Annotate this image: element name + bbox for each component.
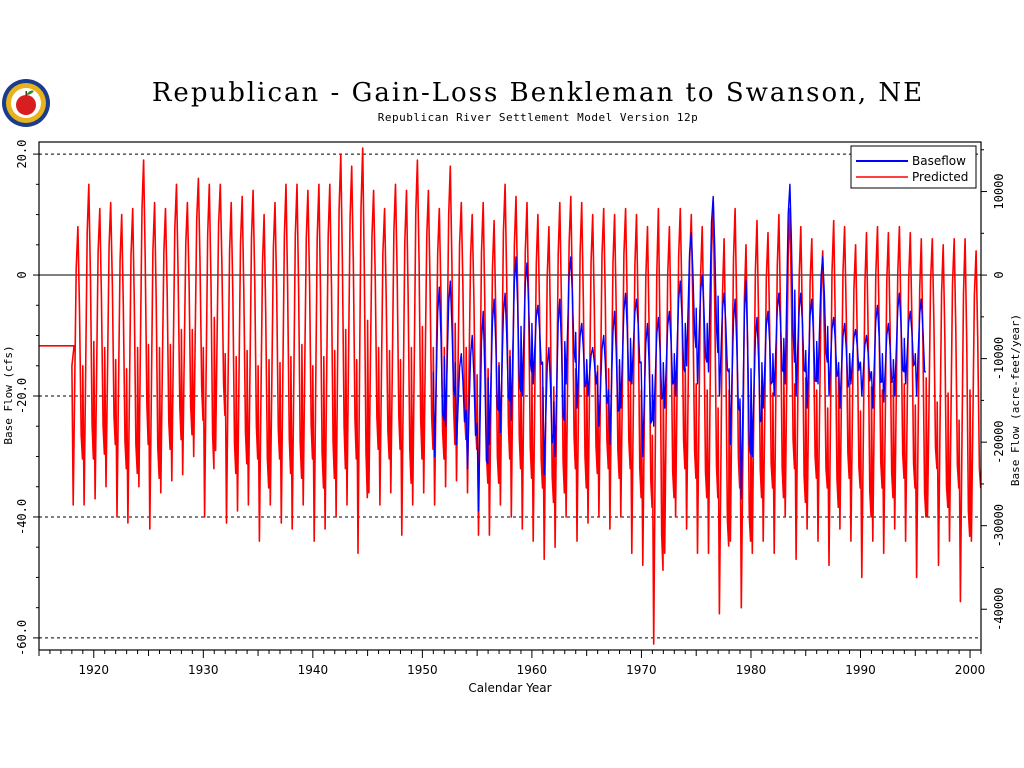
x-tick-label: 1960 — [517, 663, 548, 677]
x-tick-label: 1980 — [736, 663, 767, 677]
x-tick-label: 1970 — [626, 663, 657, 677]
y-tick-label: 0 — [15, 271, 29, 278]
x-axis-title: Calendar Year — [468, 681, 551, 695]
y2-tick-label: -40000 — [992, 588, 1006, 631]
y-tick-label: -20.0 — [15, 378, 29, 414]
y2-tick-label: 10000 — [992, 173, 1006, 209]
x-tick-label: 1930 — [188, 663, 219, 677]
legend-label-predicted: Predicted — [912, 170, 968, 184]
y2-tick-label: -10000 — [992, 337, 1006, 380]
y-tick-label: 20.0 — [15, 140, 29, 169]
y-tick-label: -60.0 — [15, 620, 29, 656]
x-tick-label: 1940 — [298, 663, 329, 677]
legend-box — [850, 145, 977, 189]
y-axis-title: Base Flow (cfs) — [2, 345, 15, 444]
y2-axis-title: Base Flow (acre-feet/year) — [1009, 314, 1022, 486]
chart-subtitle: Republican River Settlement Model Versio… — [377, 111, 699, 124]
series-layer — [39, 147, 982, 645]
y2-tick-label: -30000 — [992, 504, 1006, 547]
y2-tick-label: -20000 — [992, 420, 1006, 463]
axis-layer: 1920 1930 1940 1950 1960 1970 1980 1990 2000 20.0… — [15, 140, 1006, 677]
legend-label-baseflow: Baseflow — [912, 154, 966, 168]
x-tick-label: 1990 — [845, 663, 876, 677]
agency-logo — [2, 79, 50, 127]
series-baseflow-line — [432, 183, 926, 512]
chart-title: Republican - Gain-Loss Benkleman to Swan… — [151, 78, 925, 108]
x-tick-label: 1950 — [407, 663, 438, 677]
x-tick-label: 2000 — [955, 663, 986, 677]
y2-tick-label: 0 — [992, 271, 1006, 278]
y-tick-label: -40.0 — [15, 499, 29, 535]
x-tick-label: 1920 — [78, 663, 109, 677]
legend: Baseflow Predicted — [850, 145, 977, 189]
